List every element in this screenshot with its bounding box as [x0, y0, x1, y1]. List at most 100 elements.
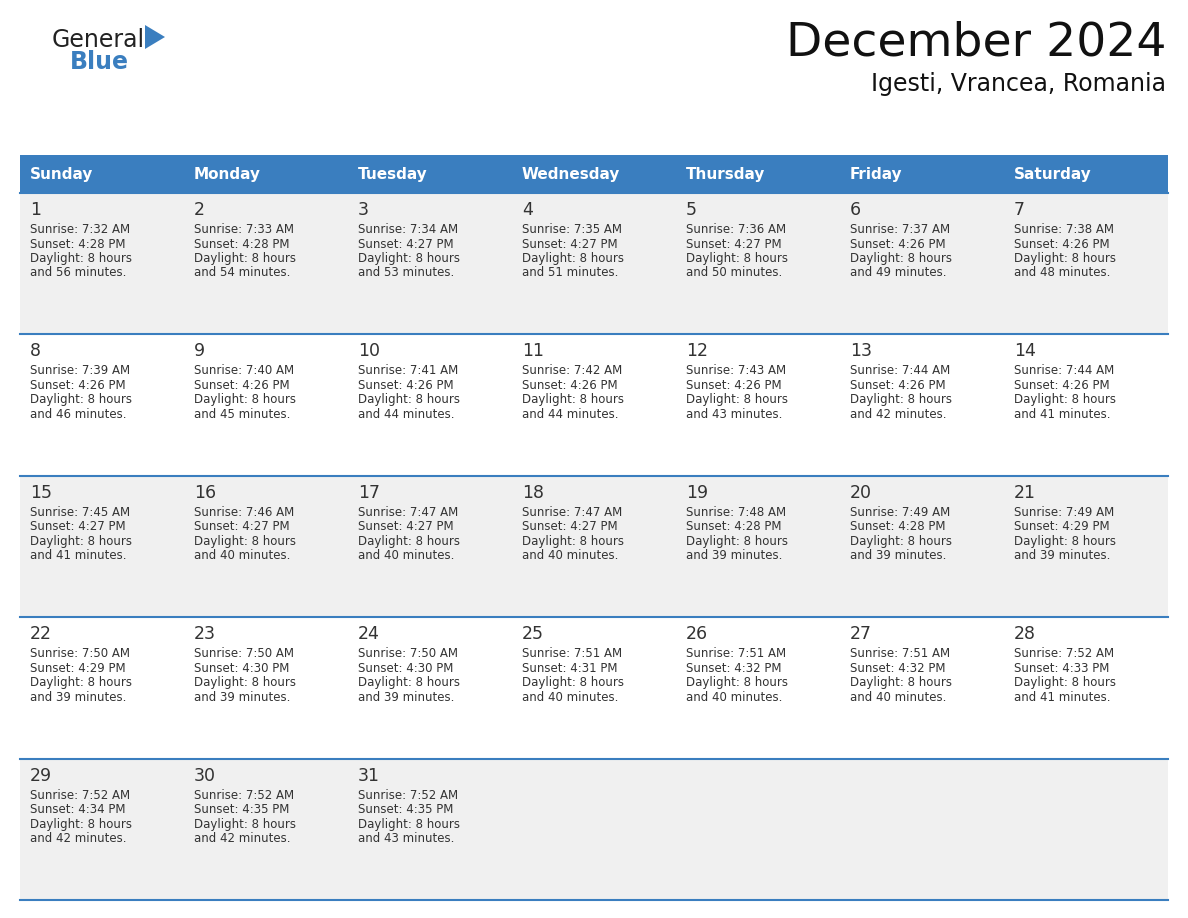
Text: Sunset: 4:27 PM: Sunset: 4:27 PM [358, 521, 454, 533]
Text: and 39 minutes.: and 39 minutes. [1015, 549, 1111, 563]
Text: 24: 24 [358, 625, 380, 644]
Text: and 53 minutes.: and 53 minutes. [358, 266, 454, 279]
Text: 14: 14 [1015, 342, 1036, 361]
Text: and 40 minutes.: and 40 minutes. [685, 690, 783, 704]
Text: Sunrise: 7:51 AM: Sunrise: 7:51 AM [522, 647, 623, 660]
Text: Daylight: 8 hours: Daylight: 8 hours [358, 394, 460, 407]
Text: and 43 minutes.: and 43 minutes. [358, 832, 454, 845]
Text: Sunset: 4:28 PM: Sunset: 4:28 PM [194, 238, 290, 251]
Text: Sunrise: 7:32 AM: Sunrise: 7:32 AM [30, 223, 131, 236]
Text: Sunrise: 7:41 AM: Sunrise: 7:41 AM [358, 364, 459, 377]
Text: 20: 20 [849, 484, 872, 502]
Text: Sunrise: 7:52 AM: Sunrise: 7:52 AM [194, 789, 295, 801]
Bar [20, 617, 1168, 758]
Text: Friday: Friday [849, 166, 903, 182]
Text: Sunrise: 7:50 AM: Sunrise: 7:50 AM [30, 647, 129, 660]
Text: Sunrise: 7:42 AM: Sunrise: 7:42 AM [522, 364, 623, 377]
Bar [20, 334, 1168, 476]
Text: and 41 minutes.: and 41 minutes. [1015, 690, 1111, 704]
Text: and 41 minutes.: and 41 minutes. [1015, 408, 1111, 420]
Text: Daylight: 8 hours: Daylight: 8 hours [358, 818, 460, 831]
Text: Sunset: 4:28 PM: Sunset: 4:28 PM [685, 521, 782, 533]
Text: 15: 15 [30, 484, 52, 502]
Text: and 42 minutes.: and 42 minutes. [849, 408, 947, 420]
Text: 7: 7 [1015, 201, 1025, 219]
Text: Daylight: 8 hours: Daylight: 8 hours [30, 677, 132, 689]
Text: 31: 31 [358, 767, 380, 785]
Text: Sunrise: 7:35 AM: Sunrise: 7:35 AM [522, 223, 623, 236]
Text: Sunrise: 7:51 AM: Sunrise: 7:51 AM [685, 647, 786, 660]
Text: Sunrise: 7:33 AM: Sunrise: 7:33 AM [194, 223, 293, 236]
Text: Sunrise: 7:36 AM: Sunrise: 7:36 AM [685, 223, 786, 236]
Text: Monday: Monday [194, 166, 261, 182]
Text: Sunset: 4:29 PM: Sunset: 4:29 PM [30, 662, 126, 675]
Text: Thursday: Thursday [685, 166, 765, 182]
Text: Blue: Blue [70, 50, 129, 74]
Bar [20, 155, 1168, 193]
Text: and 40 minutes.: and 40 minutes. [522, 690, 619, 704]
Text: and 39 minutes.: and 39 minutes. [358, 690, 454, 704]
Text: Daylight: 8 hours: Daylight: 8 hours [30, 535, 132, 548]
Text: 18: 18 [522, 484, 544, 502]
Text: General: General [52, 28, 145, 52]
Text: Sunset: 4:26 PM: Sunset: 4:26 PM [522, 379, 618, 392]
Text: Daylight: 8 hours: Daylight: 8 hours [194, 818, 296, 831]
Text: 10: 10 [358, 342, 380, 361]
Text: and 51 minutes.: and 51 minutes. [522, 266, 619, 279]
Text: Sunset: 4:27 PM: Sunset: 4:27 PM [194, 521, 290, 533]
Text: and 56 minutes.: and 56 minutes. [30, 266, 126, 279]
Text: Sunset: 4:28 PM: Sunset: 4:28 PM [849, 521, 946, 533]
Text: Daylight: 8 hours: Daylight: 8 hours [522, 394, 624, 407]
Text: 12: 12 [685, 342, 708, 361]
Text: and 40 minutes.: and 40 minutes. [849, 690, 947, 704]
Bar [20, 758, 1168, 900]
Text: Daylight: 8 hours: Daylight: 8 hours [849, 535, 952, 548]
Text: Sunrise: 7:47 AM: Sunrise: 7:47 AM [522, 506, 623, 519]
Text: and 42 minutes.: and 42 minutes. [30, 832, 126, 845]
Text: and 49 minutes.: and 49 minutes. [849, 266, 947, 279]
Text: 1: 1 [30, 201, 42, 219]
Text: 8: 8 [30, 342, 42, 361]
Text: Daylight: 8 hours: Daylight: 8 hours [30, 394, 132, 407]
Text: Daylight: 8 hours: Daylight: 8 hours [685, 535, 788, 548]
Text: Sunset: 4:30 PM: Sunset: 4:30 PM [358, 662, 454, 675]
Polygon shape [145, 25, 165, 49]
Text: Sunrise: 7:37 AM: Sunrise: 7:37 AM [849, 223, 950, 236]
Text: Sunrise: 7:39 AM: Sunrise: 7:39 AM [30, 364, 131, 377]
Text: Sunset: 4:26 PM: Sunset: 4:26 PM [849, 379, 946, 392]
Text: and 42 minutes.: and 42 minutes. [194, 832, 291, 845]
Text: Sunrise: 7:50 AM: Sunrise: 7:50 AM [194, 647, 293, 660]
Text: 22: 22 [30, 625, 52, 644]
Text: 28: 28 [1015, 625, 1036, 644]
Text: 6: 6 [849, 201, 861, 219]
Text: and 40 minutes.: and 40 minutes. [358, 549, 454, 563]
Text: Daylight: 8 hours: Daylight: 8 hours [194, 252, 296, 265]
Text: Sunrise: 7:34 AM: Sunrise: 7:34 AM [358, 223, 459, 236]
Text: Sunset: 4:32 PM: Sunset: 4:32 PM [849, 662, 946, 675]
Text: Daylight: 8 hours: Daylight: 8 hours [194, 535, 296, 548]
Text: and 54 minutes.: and 54 minutes. [194, 266, 290, 279]
Text: Sunset: 4:27 PM: Sunset: 4:27 PM [358, 238, 454, 251]
Text: Daylight: 8 hours: Daylight: 8 hours [358, 252, 460, 265]
Text: Daylight: 8 hours: Daylight: 8 hours [1015, 677, 1116, 689]
Text: Sunset: 4:35 PM: Sunset: 4:35 PM [358, 803, 454, 816]
Text: 21: 21 [1015, 484, 1036, 502]
Text: December 2024: December 2024 [785, 20, 1165, 65]
Text: Sunrise: 7:40 AM: Sunrise: 7:40 AM [194, 364, 295, 377]
Text: and 39 minutes.: and 39 minutes. [685, 549, 783, 563]
Text: Daylight: 8 hours: Daylight: 8 hours [358, 677, 460, 689]
Text: Sunrise: 7:52 AM: Sunrise: 7:52 AM [358, 789, 459, 801]
Text: 26: 26 [685, 625, 708, 644]
Text: and 45 minutes.: and 45 minutes. [194, 408, 290, 420]
Text: Sunrise: 7:44 AM: Sunrise: 7:44 AM [1015, 364, 1114, 377]
Text: Daylight: 8 hours: Daylight: 8 hours [522, 252, 624, 265]
Text: and 46 minutes.: and 46 minutes. [30, 408, 126, 420]
Text: Sunrise: 7:51 AM: Sunrise: 7:51 AM [849, 647, 950, 660]
Text: Sunrise: 7:49 AM: Sunrise: 7:49 AM [1015, 506, 1114, 519]
Text: Daylight: 8 hours: Daylight: 8 hours [194, 394, 296, 407]
Text: 5: 5 [685, 201, 697, 219]
Text: Sunset: 4:27 PM: Sunset: 4:27 PM [522, 521, 618, 533]
Text: and 43 minutes.: and 43 minutes. [685, 408, 783, 420]
Text: Daylight: 8 hours: Daylight: 8 hours [849, 252, 952, 265]
Text: Daylight: 8 hours: Daylight: 8 hours [849, 394, 952, 407]
